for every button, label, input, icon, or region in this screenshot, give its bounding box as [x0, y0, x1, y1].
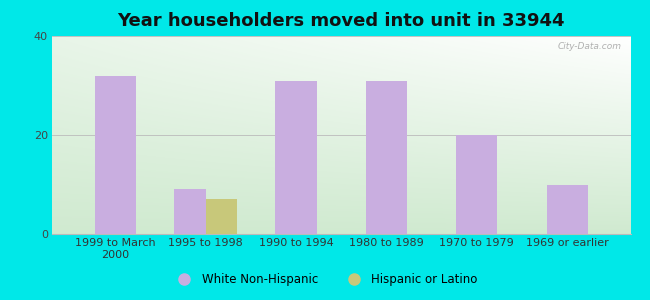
Title: Year householders moved into unit in 33944: Year householders moved into unit in 339… [118, 12, 565, 30]
Text: City-Data.com: City-Data.com [558, 42, 622, 51]
Bar [456, 135, 497, 234]
Bar [205, 200, 237, 234]
Bar [366, 80, 407, 234]
Bar [276, 80, 317, 234]
Bar [547, 184, 588, 234]
Bar [174, 190, 205, 234]
Legend: White Non-Hispanic, Hispanic or Latino: White Non-Hispanic, Hispanic or Latino [168, 269, 482, 291]
Bar [95, 76, 136, 234]
